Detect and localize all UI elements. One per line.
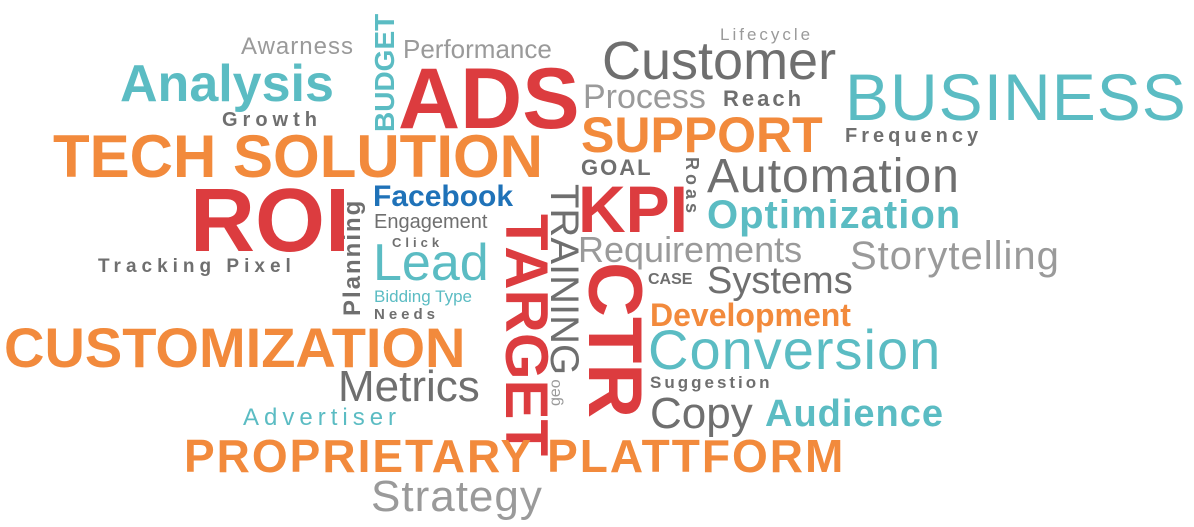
word-ads: ADS <box>398 51 580 147</box>
word-target: TARGET <box>493 214 560 457</box>
word-performance: Performance <box>403 34 552 64</box>
word-conversion: Conversion <box>648 318 942 381</box>
word-geo: geo <box>547 379 564 406</box>
word-ctr: CTR <box>572 262 657 419</box>
word-business: BUSINESS <box>845 60 1187 134</box>
word-optimization: Optimization <box>707 193 962 237</box>
word-automation: Automation <box>707 150 960 203</box>
word-lifecycle: Lifecycle <box>720 25 814 44</box>
word-case: CASE <box>648 271 693 288</box>
word-goal: GOAL <box>581 155 653 180</box>
word-bidding-type: Bidding Type <box>374 287 472 306</box>
word-requirements: Requirements <box>578 229 803 270</box>
word-proprietary-plattform: PROPRIETARY PLATTFORM <box>184 430 846 482</box>
word-metrics: Metrics <box>338 362 480 411</box>
word-budget: BUDGET <box>369 13 400 132</box>
word-copy: Copy <box>650 389 753 438</box>
word-needs: Needs <box>374 306 440 323</box>
word-growth: Growth <box>222 109 322 131</box>
word-strategy: Strategy <box>371 472 543 521</box>
word-roas: Roas <box>682 157 702 218</box>
word-development: Development <box>650 297 851 333</box>
word-lead: Lead <box>373 234 489 292</box>
word-audience: Audience <box>765 393 945 435</box>
word-roi: ROI <box>190 171 351 271</box>
word-analysis: Analysis <box>120 55 334 113</box>
word-training: TRAINING <box>542 184 586 376</box>
word-suggestion: Suggestion <box>650 373 773 392</box>
word-click: Click <box>392 235 444 250</box>
word-support: SUPPORT <box>581 107 823 163</box>
word-facebook: Facebook <box>373 180 514 213</box>
word-engagement: Engagement <box>374 211 488 233</box>
word-kpi: KPI <box>578 172 689 246</box>
word-customization: CUSTOMIZATION <box>4 316 466 379</box>
word-tracking-pixel: Tracking Pixel <box>98 256 296 277</box>
word-tech-solution: TECH SOLUTION <box>53 123 543 190</box>
word-awarness: Awarness <box>241 33 354 60</box>
word-storytelling: Storytelling <box>850 234 1060 278</box>
word-frequency: Frequency <box>845 125 983 147</box>
word-process: Process <box>583 78 706 116</box>
word-advertiser: Advertiser <box>243 404 402 431</box>
word-systems: Systems <box>707 260 853 302</box>
word-reach: Reach <box>723 86 805 111</box>
word-customer: Customer <box>602 31 837 91</box>
